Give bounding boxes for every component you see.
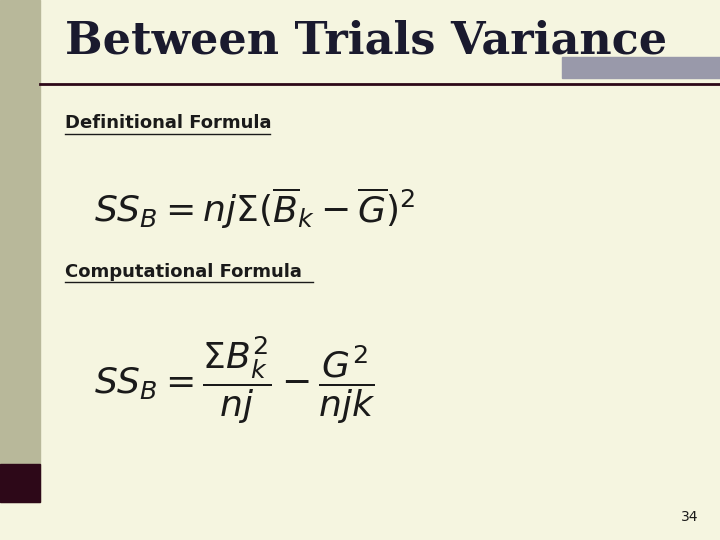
Text: Computational Formula: Computational Formula xyxy=(65,263,302,281)
Point xyxy=(266,131,274,137)
Bar xyxy=(562,57,720,78)
Point xyxy=(60,131,69,137)
Bar xyxy=(0,0,40,502)
Text: $SS_B = \dfrac{\Sigma B_k^2}{nj} - \dfrac{G^2}{njk}$: $SS_B = \dfrac{\Sigma B_k^2}{nj} - \dfra… xyxy=(94,335,375,427)
Point xyxy=(309,279,318,286)
Text: $SS_B = nj\Sigma(\overline{B}_k - \overline{G})^2$: $SS_B = nj\Sigma(\overline{B}_k - \overl… xyxy=(94,185,415,231)
Text: 34: 34 xyxy=(681,510,698,524)
Text: Between Trials Variance: Between Trials Variance xyxy=(65,19,667,62)
Point xyxy=(60,279,69,286)
Bar xyxy=(0,464,40,502)
Text: Definitional Formula: Definitional Formula xyxy=(65,114,271,132)
